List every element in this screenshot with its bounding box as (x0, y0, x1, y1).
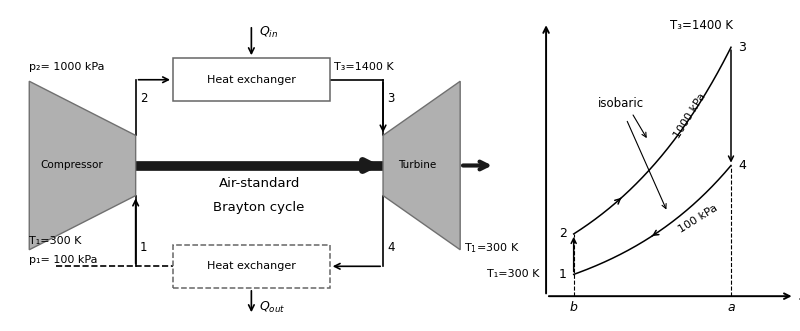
Text: T₁=300 K: T₁=300 K (487, 269, 539, 279)
Text: T$_1$=300 K: T$_1$=300 K (464, 241, 520, 255)
Text: Heat exchanger: Heat exchanger (207, 75, 296, 85)
Text: p₂= 1000 kPa: p₂= 1000 kPa (30, 63, 105, 72)
Text: 2: 2 (559, 227, 566, 240)
Text: 1000 kPa: 1000 kPa (672, 91, 707, 140)
Text: $Q_{out}$: $Q_{out}$ (259, 300, 286, 315)
FancyBboxPatch shape (173, 245, 330, 288)
Text: T₃=1400 K: T₃=1400 K (334, 63, 394, 72)
Text: Heat exchanger: Heat exchanger (207, 261, 296, 271)
Text: T₃=1400 K: T₃=1400 K (670, 19, 734, 32)
Text: a: a (727, 301, 735, 313)
Text: Brayton cycle: Brayton cycle (214, 201, 305, 214)
Text: p₁= 100 kPa: p₁= 100 kPa (30, 255, 98, 265)
Text: T₁=300 K: T₁=300 K (30, 236, 82, 246)
Text: 4: 4 (738, 159, 746, 172)
Text: b: b (570, 301, 578, 313)
Polygon shape (30, 81, 136, 250)
Text: 3: 3 (387, 92, 394, 106)
Text: 1: 1 (140, 241, 147, 254)
Text: s: s (798, 289, 800, 303)
Text: Air-standard: Air-standard (218, 177, 300, 190)
Text: 1: 1 (559, 268, 566, 281)
Text: 2: 2 (140, 92, 147, 106)
Text: Turbine: Turbine (398, 161, 437, 170)
Text: 100 kPa: 100 kPa (677, 203, 719, 234)
Text: isobaric: isobaric (598, 97, 644, 110)
FancyBboxPatch shape (173, 58, 330, 101)
Text: $Q_{in}$: $Q_{in}$ (259, 25, 278, 40)
Polygon shape (383, 81, 460, 250)
Text: 3: 3 (738, 41, 746, 54)
Text: Compressor: Compressor (41, 161, 103, 170)
Text: 4: 4 (387, 241, 394, 254)
